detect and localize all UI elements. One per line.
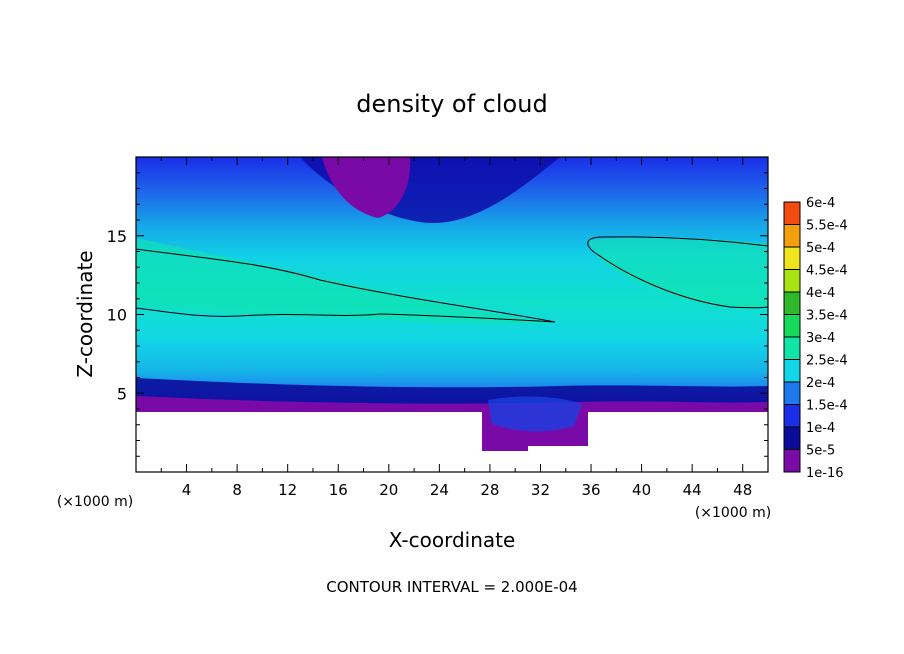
colorbar-swatch [784, 314, 800, 337]
colorbar-label: 5e-4 [806, 241, 835, 256]
colorbar-swatch [784, 269, 800, 292]
y-axis: 5 10 15 [107, 172, 768, 457]
y-tick-label: 5 [117, 384, 127, 403]
plot-area [136, 157, 768, 472]
y-tick-label: 10 [107, 306, 127, 325]
colorbar-label: 5e-5 [806, 444, 835, 459]
x-tick-label: 40 [632, 481, 651, 499]
y-axis-label: Z-coordinate [73, 250, 97, 377]
field-band-right [588, 237, 768, 308]
colorbar-swatch [784, 224, 800, 247]
x-tick-label: 12 [278, 481, 297, 499]
colorbar-label: 1e-16 [806, 466, 844, 481]
colorbar-label: 4.5e-4 [806, 264, 848, 279]
field-pit-blue [488, 396, 582, 432]
colorbar-swatch [784, 359, 800, 382]
x-tick-label: 44 [683, 481, 702, 499]
y-tick-label: 15 [107, 227, 127, 246]
colorbar-swatch [784, 449, 800, 472]
colorbar-swatch [784, 292, 800, 315]
contour-line-upper [136, 248, 556, 323]
x-unit-label: (×1000 m) [695, 505, 771, 521]
x-tick-label: 28 [480, 481, 499, 499]
colorbar-label: 2e-4 [806, 376, 835, 391]
x-tick-label: 32 [531, 481, 550, 499]
ground-mask [136, 412, 768, 472]
colorbar-swatch [784, 202, 800, 225]
colorbar-label: 1e-4 [806, 421, 835, 436]
colorbar: 1e-16 5e-5 1e-4 1.5e-4 2e-4 2.5e-4 3e-4 3.5e-4 4… [783, 196, 848, 481]
x-tick-label: 16 [329, 481, 348, 499]
field-upper-core [322, 157, 411, 218]
x-axis: 4 8 12 16 20 24 28 32 36 40 44 48 [160, 157, 752, 499]
x-tick-label: 48 [733, 481, 752, 499]
colorbar-swatch [784, 382, 800, 405]
colorbar-label: 3.5e-4 [806, 309, 848, 324]
chart-title: density of cloud [356, 90, 547, 118]
colorbar-swatch [784, 247, 800, 270]
colorbar-label: 4e-4 [806, 286, 835, 301]
x-tick-label: 4 [182, 481, 192, 499]
colorbar-label: 5.5e-4 [806, 219, 848, 234]
contour-line-right [587, 236, 768, 309]
x-axis-label: X-coordinate [389, 528, 516, 552]
colorbar-swatch [784, 404, 800, 427]
colorbar-swatch [784, 427, 800, 450]
contour-interval-label: CONTOUR INTERVAL = 2.000E-04 [326, 578, 577, 596]
x-tick-label: 36 [581, 481, 600, 499]
x-tick-label: 8 [232, 481, 242, 499]
colorbar-label: 1.5e-4 [806, 399, 848, 414]
field-lower-purple [136, 396, 768, 412]
z-unit-label: (×1000 m) [57, 494, 133, 510]
field-band-left [136, 238, 555, 324]
x-tick-label: 24 [430, 481, 449, 499]
colorbar-label: 3e-4 [806, 331, 835, 346]
x-tick-label: 20 [379, 481, 398, 499]
colorbar-label: 6e-4 [806, 196, 835, 211]
contour-line-lower [136, 307, 556, 323]
colorbar-label: 2.5e-4 [806, 354, 848, 369]
colorbar-swatch [784, 337, 800, 360]
